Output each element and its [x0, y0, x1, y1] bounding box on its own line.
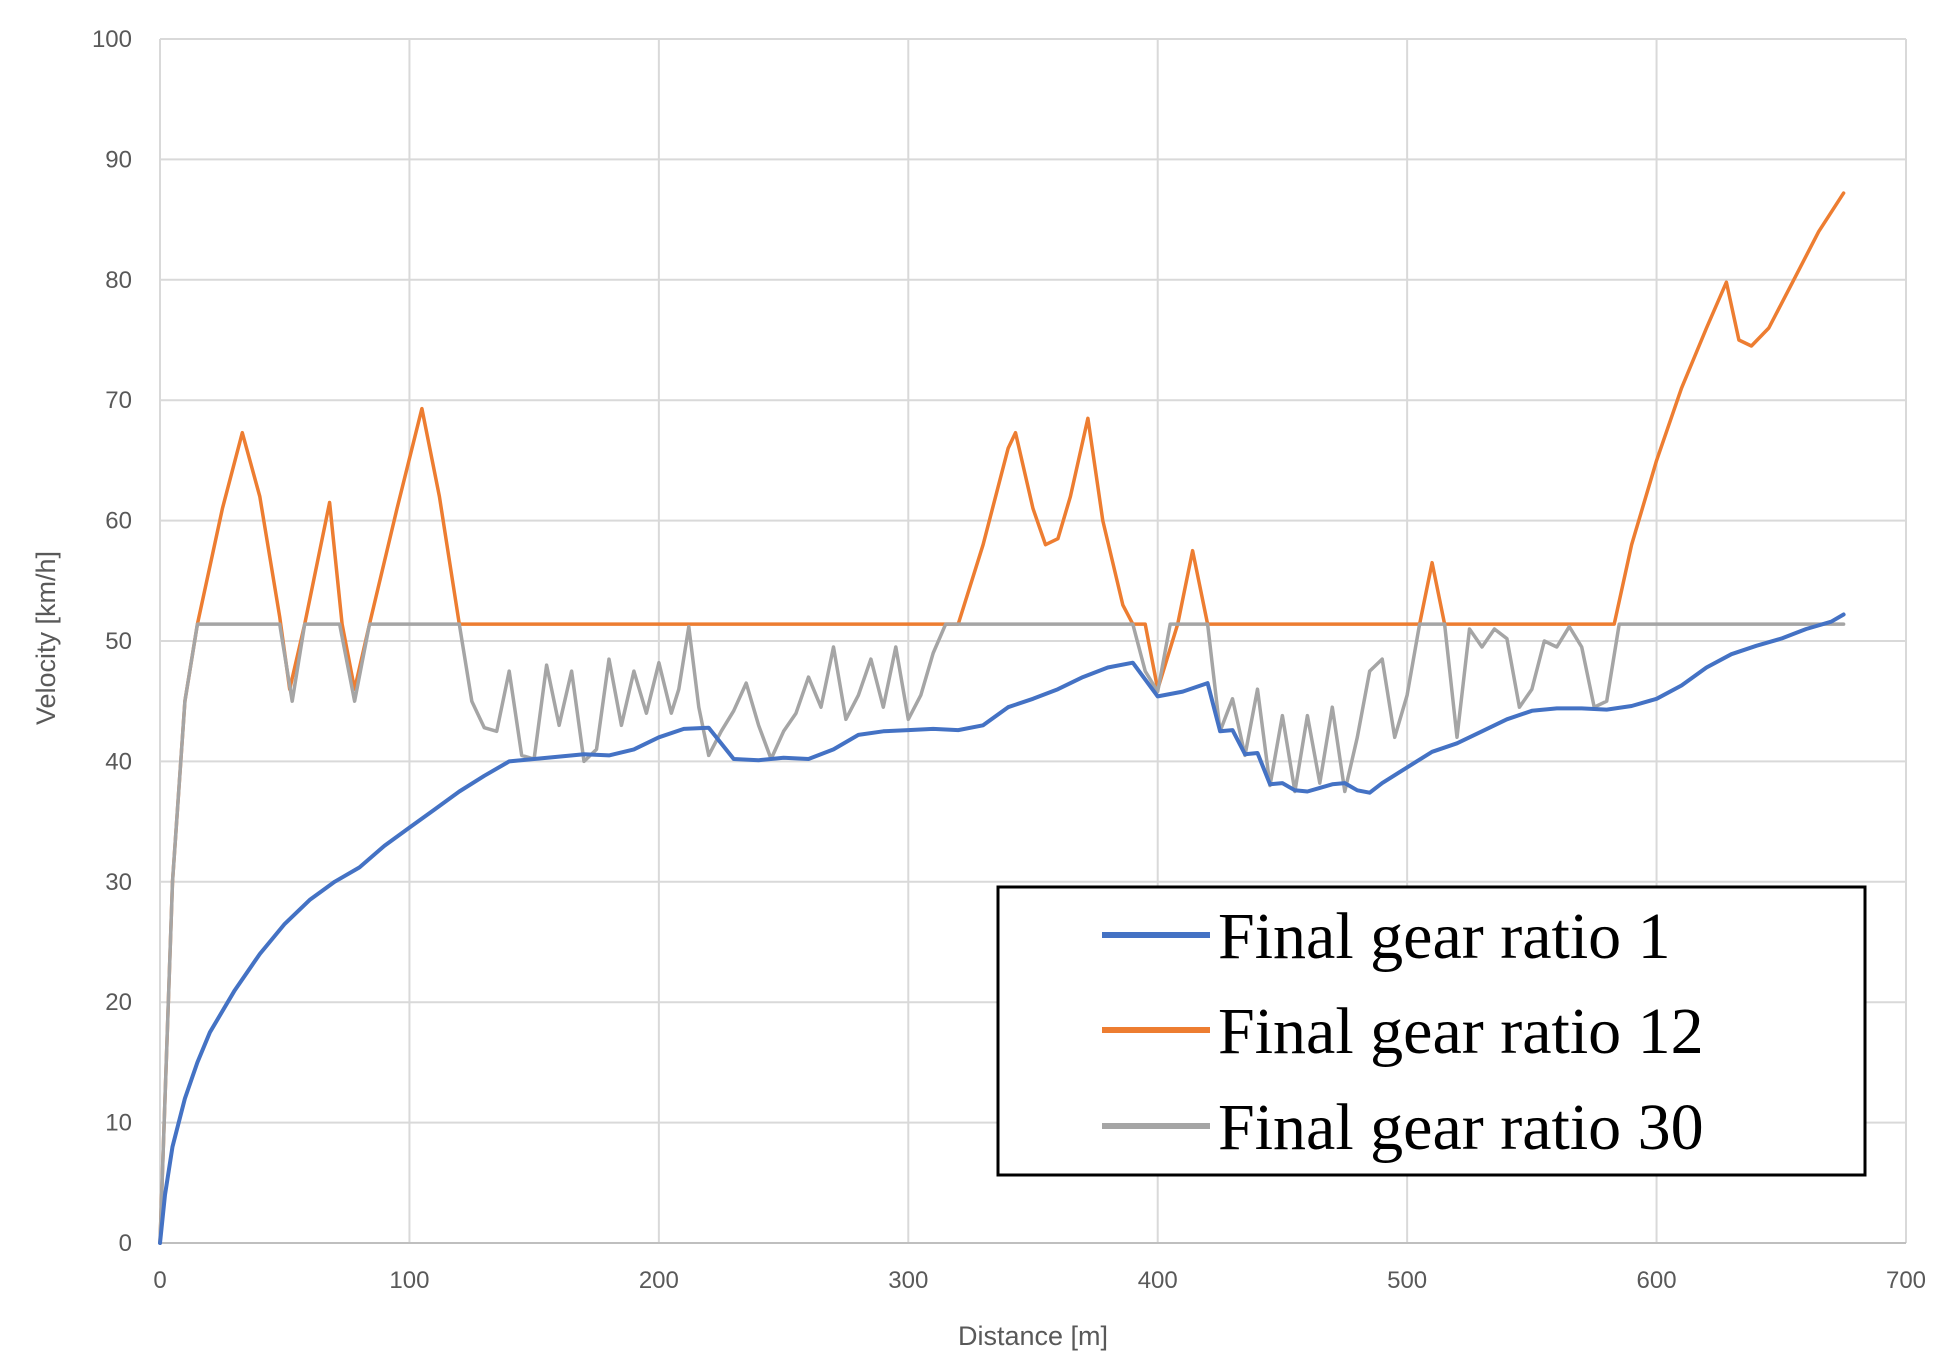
- x-tick-label-600: 600: [1637, 1267, 1677, 1294]
- y-tick-label-70: 70: [105, 387, 132, 414]
- series-lines: [158, 191, 1846, 1245]
- x-axis-tick-labels: 0 100 200 300 400 500 600 700: [153, 1267, 1926, 1294]
- y-tick-label-0: 0: [119, 1230, 132, 1257]
- legend-label-ratio-30: Final gear ratio 30: [1218, 1091, 1704, 1164]
- gridlines: [159, 38, 1907, 1243]
- legend: Final gear ratio 1 Final gear ratio 12 F…: [996, 885, 1867, 1177]
- series-line-final-gear-ratio-12: [158, 191, 1846, 1245]
- y-tick-label-80: 80: [105, 267, 132, 294]
- x-tick-label-400: 400: [1138, 1267, 1178, 1294]
- y-tick-label-30: 30: [105, 869, 132, 896]
- y-tick-label-10: 10: [105, 1110, 132, 1137]
- x-tick-label-500: 500: [1387, 1267, 1427, 1294]
- x-tick-label-300: 300: [888, 1267, 928, 1294]
- y-tick-label-90: 90: [105, 146, 132, 173]
- y-tick-label-20: 20: [105, 989, 132, 1016]
- series-line-final-gear-ratio-30: [158, 622, 1846, 1245]
- y-axis-tick-labels: 0 10 20 30 40 50 60 70 80 90 100: [92, 26, 132, 1257]
- series-line-final-gear-ratio-1: [158, 612, 1846, 1245]
- y-tick-label-60: 60: [105, 508, 132, 535]
- x-tick-label-200: 200: [639, 1267, 679, 1294]
- x-tick-label-700: 700: [1886, 1267, 1926, 1294]
- x-tick-label-0: 0: [153, 1267, 166, 1294]
- y-axis-title: Velocity [km/h]: [31, 551, 61, 725]
- legend-label-ratio-12: Final gear ratio 12: [1218, 995, 1704, 1068]
- y-tick-label-50: 50: [105, 628, 132, 655]
- y-tick-label-40: 40: [105, 748, 132, 775]
- x-axis-title: Distance [m]: [958, 1321, 1108, 1351]
- x-tick-label-100: 100: [389, 1267, 429, 1294]
- y-tick-label-100: 100: [92, 26, 132, 53]
- legend-label-ratio-1: Final gear ratio 1: [1218, 900, 1671, 973]
